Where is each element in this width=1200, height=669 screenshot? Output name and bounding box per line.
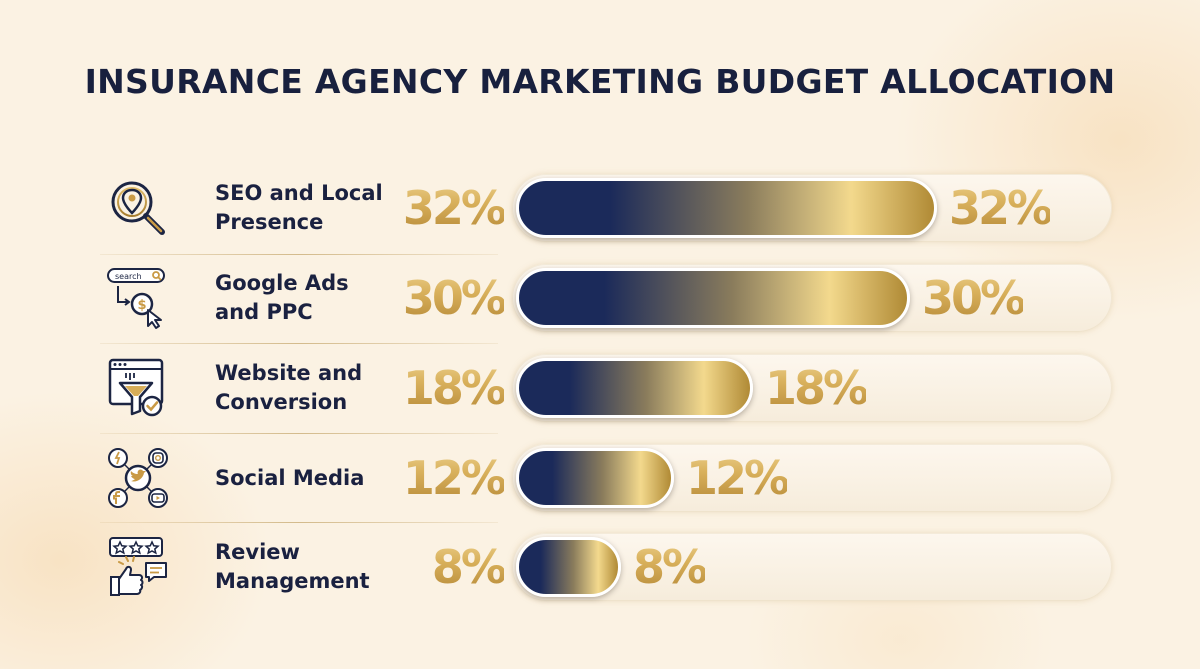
category-label: SEO and Local Presence (215, 168, 395, 248)
category-label: Social Media (215, 438, 395, 518)
category-label: Review Management (215, 527, 395, 607)
bar-fill (516, 178, 937, 238)
map-pin-magnifier-icon (106, 176, 170, 240)
bar-row-website: Website and Conversion 18% 18% (100, 348, 1120, 428)
category-label: Website and Conversion (215, 348, 395, 428)
row-divider (100, 343, 498, 344)
category-label: Google Ads and PPC (215, 258, 395, 338)
bar-fill (516, 448, 674, 508)
row-divider (100, 433, 498, 434)
label-line-1: SEO and Local (215, 181, 383, 205)
label-line-2: and PPC (215, 300, 313, 324)
bar-fill (516, 268, 910, 328)
value-label-right: 18% (765, 348, 869, 428)
bar-row-social: Social Media 12% 12% (100, 438, 1120, 518)
row-divider (100, 522, 498, 523)
value-label-right: 30% (922, 258, 1026, 338)
value-label-left: 8% (432, 527, 507, 607)
stars-thumbs-up-icon (106, 535, 170, 599)
label-line-2: Presence (215, 210, 324, 234)
search-box-text: search (115, 272, 142, 281)
social-media-cluster-icon (106, 446, 170, 510)
bar-fill (516, 537, 621, 597)
row-divider (100, 254, 498, 255)
value-label-right: 32% (949, 168, 1053, 248)
value-label-left: 32% (403, 168, 507, 248)
label-line-2: Conversion (215, 390, 348, 414)
value-label-left: 18% (403, 348, 507, 428)
web-funnel-check-icon (106, 356, 170, 420)
bar-row-google-ads: search $ Google Ads and PPC 30% 30% (100, 258, 1120, 338)
bar-fill (516, 358, 753, 418)
dollar-symbol: $ (138, 298, 147, 313)
chart-title: INSURANCE AGENCY MARKETING BUDGET ALLOCA… (84, 62, 1116, 101)
label-line-1: Website and (215, 361, 363, 385)
bar-row-review: Review Management 8% 8% (100, 527, 1120, 607)
value-label-right: 12% (686, 438, 790, 518)
search-click-dollar-icon: search $ (106, 266, 170, 330)
bar-row-seo: SEO and Local Presence 32% 32% (100, 168, 1120, 248)
value-label-left: 30% (403, 258, 507, 338)
label-line-1: Google Ads (215, 271, 349, 295)
label-line-2: Management (215, 569, 370, 593)
label-line-1: Social Media (215, 465, 365, 490)
label-line-1: Review (215, 540, 300, 564)
value-label-left: 12% (403, 438, 507, 518)
value-label-right: 8% (633, 527, 708, 607)
